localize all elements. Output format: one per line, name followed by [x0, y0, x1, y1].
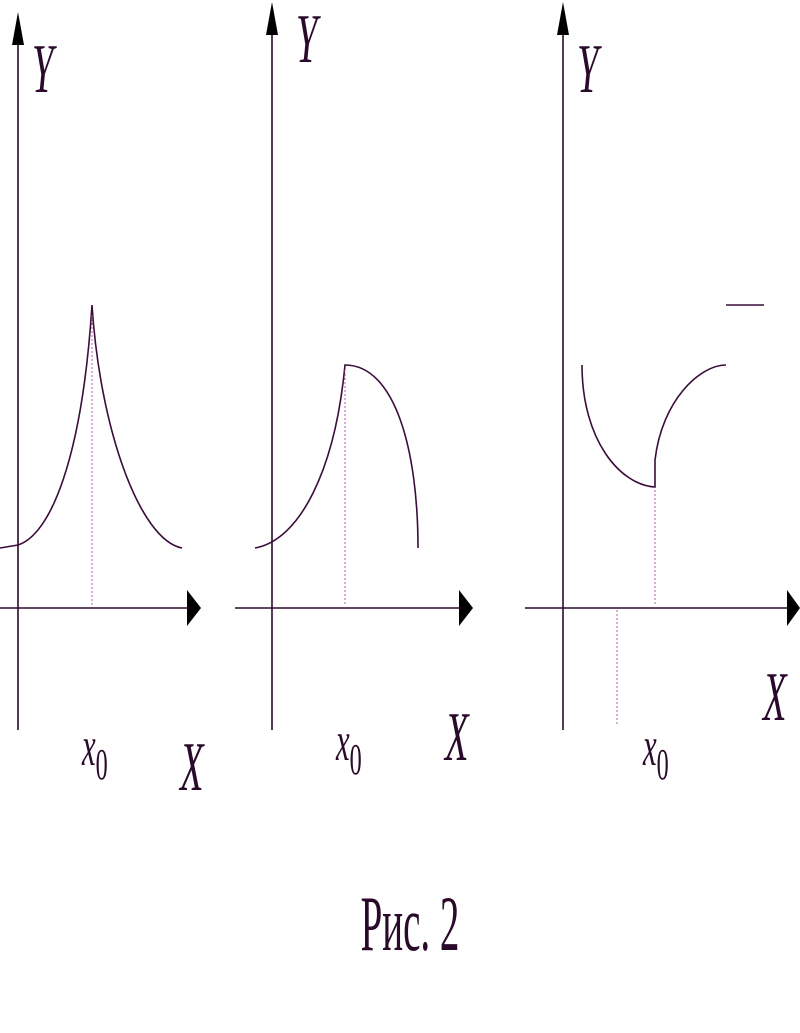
panel: Y X x0	[235, 1, 473, 784]
y-label: Y	[32, 31, 57, 108]
panel: Y X x0	[0, 12, 205, 806]
x-label: X	[179, 729, 206, 806]
x-label: X	[762, 659, 789, 736]
caption: Рис. 2	[361, 882, 460, 968]
panel: Y X x0	[525, 2, 800, 789]
curve	[581, 364, 727, 488]
y-label: Y	[577, 31, 602, 108]
y-arrow	[266, 2, 278, 35]
y-label: Y	[296, 1, 321, 78]
point-label-sub: 0	[96, 739, 108, 789]
x-arrow	[787, 590, 800, 626]
point-label: x0	[335, 710, 361, 783]
x-arrow	[459, 590, 473, 626]
y-arrow	[12, 12, 24, 45]
curve	[0, 304, 183, 549]
x-label: X	[444, 699, 471, 776]
point-label-main: x	[335, 710, 349, 772]
y-arrow	[557, 2, 569, 35]
point-label: x0	[642, 715, 668, 788]
point-label-sub: 0	[657, 739, 669, 789]
point-label-sub: 0	[350, 734, 362, 784]
point-label-main: x	[81, 715, 95, 777]
point-label: x0	[81, 715, 107, 788]
curve	[254, 364, 419, 549]
point-label-main: x	[642, 715, 656, 777]
x-arrow	[187, 590, 201, 626]
